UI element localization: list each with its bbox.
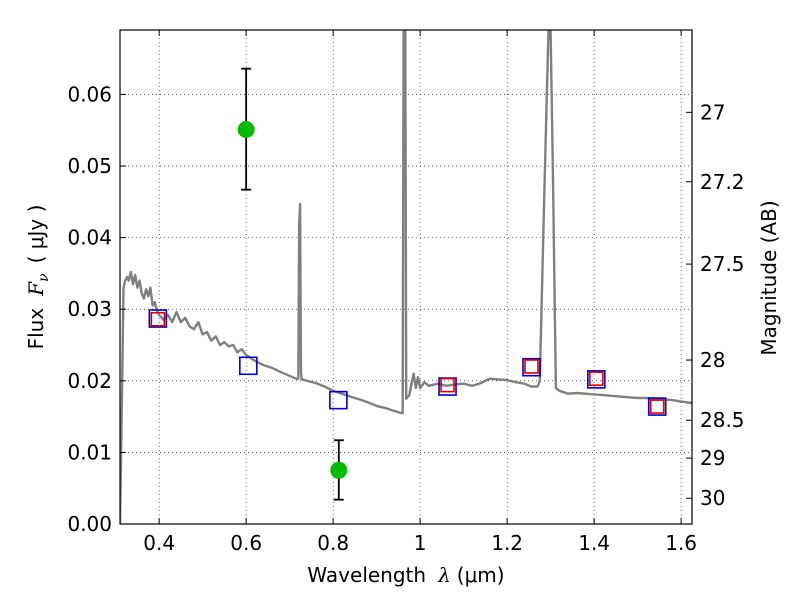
x-tick-label: 0.8 (317, 531, 349, 555)
plot-area (120, 30, 692, 524)
model-square-red (649, 399, 665, 414)
x-axis-label: Wavelength λ (μm) (307, 563, 504, 587)
y2-tick-label: 27 (700, 100, 725, 124)
model-square-blue (329, 390, 348, 410)
model-square-blue (239, 356, 258, 376)
axes: 0.4 0.6 0.8 1 1.2 1.4 1.6 0.00 0.01 0.02 0.03 0.04 0… (67, 30, 745, 555)
x-tick-label: 1.4 (578, 531, 610, 555)
model-square-red (440, 377, 455, 393)
x-tick-label: 1 (414, 531, 427, 555)
model-square-blue (522, 357, 541, 377)
observed-flux-point (237, 121, 255, 139)
y2-tick-label: 30 (700, 486, 725, 510)
y-tick-label: 0.00 (67, 512, 112, 536)
y2-tick-label: 29 (700, 446, 725, 470)
model-square-red (589, 371, 604, 386)
y2-tick-label: 27.5 (700, 252, 745, 276)
y2-axis-label: Magnitude (AB) (757, 200, 781, 355)
plot-frame (119, 29, 693, 525)
y-tick-label: 0.05 (67, 154, 112, 178)
x-tick-label: 1.2 (491, 531, 523, 555)
y-tick-label: 0.04 (67, 226, 112, 250)
model-square-blue (647, 397, 667, 416)
x-tick-label: 0.4 (143, 531, 175, 555)
model-square-red (524, 359, 539, 374)
observed-flux-point (330, 461, 348, 479)
y-tick-label: 0.02 (67, 369, 112, 393)
spectrum-line (120, 30, 692, 524)
y-tick-label: 0.03 (67, 297, 112, 321)
x-tick-label: 1.6 (665, 531, 697, 555)
y2-tick-label: 28 (700, 348, 725, 372)
y-tick-label: 0.01 (67, 440, 112, 464)
x-tick-label: 0.6 (230, 531, 262, 555)
y-tick-label: 0.06 (67, 82, 112, 106)
y-axis-label: FluxFν( μJy ) (24, 205, 52, 350)
y2-tick-label: 28.5 (700, 408, 745, 432)
model-square-red (150, 311, 166, 327)
y2-tick-label: 27.2 (700, 170, 745, 194)
model-square-blue (148, 309, 168, 328)
model-square-blue (587, 370, 606, 389)
